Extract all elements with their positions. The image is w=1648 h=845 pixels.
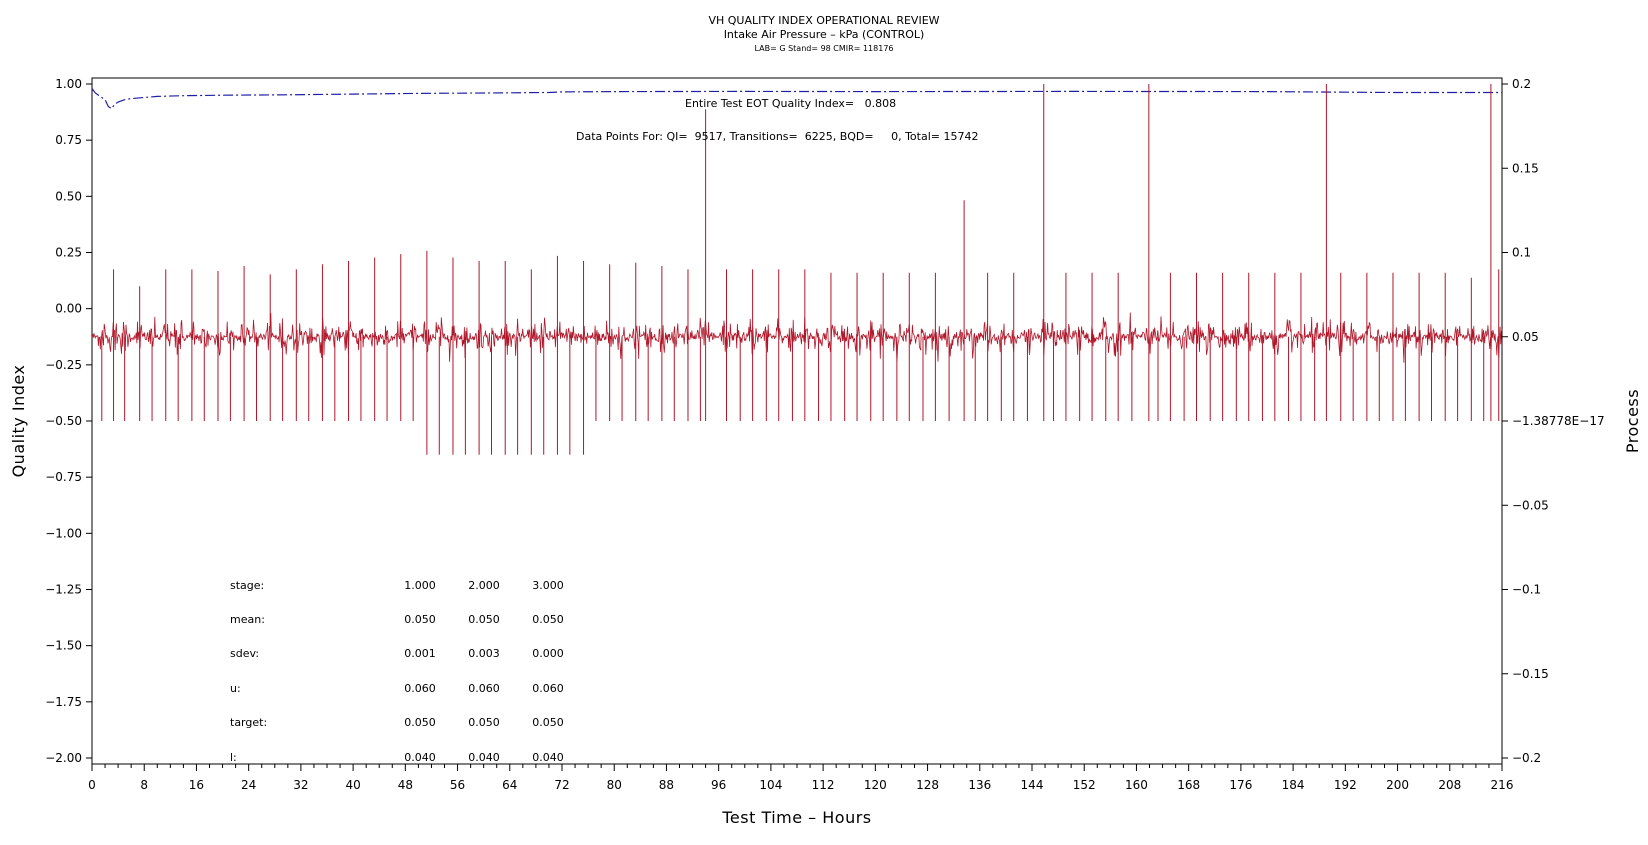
x-tick-label: 32: [293, 778, 308, 792]
chart-subtitle-2: LAB= G Stand= 98 CMIR= 118176: [754, 44, 893, 53]
stat-value: 0.060: [532, 682, 564, 695]
x-tick-label: 88: [659, 778, 674, 792]
x-tick-label: 176: [1229, 778, 1252, 792]
x-tick-label: 200: [1386, 778, 1409, 792]
x-tick-label: 16: [189, 778, 204, 792]
stat-row-label: mean:: [230, 613, 265, 626]
y-tick-label: −0.25: [45, 358, 82, 372]
stat-value: 0.050: [404, 716, 436, 729]
stat-value: 0.050: [532, 716, 564, 729]
x-tick-label: 152: [1073, 778, 1096, 792]
series-layer: [91, 84, 1503, 455]
stat-value: 0.040: [468, 751, 500, 764]
y-tick-label: −1.00: [45, 526, 82, 540]
x-tick-label: 8: [140, 778, 148, 792]
y2-tick-label: 0.15: [1512, 161, 1539, 175]
stat-value: 0.050: [468, 613, 500, 626]
x-axis: 0 8 16 24 32 40 48 56 64 72 80 88 96 104 112 120 128 136 1…: [88, 764, 1513, 792]
y-tick-label: −1.25: [45, 583, 82, 597]
y-tick-label: 0.00: [55, 302, 82, 316]
x-tick-label: 56: [450, 778, 465, 792]
y-axis-left: 1.00 0.75 0.50 0.25 0.00 −0.25 −0.50 −0.75 −1.00…: [45, 77, 92, 765]
x-tick-label: 104: [759, 778, 782, 792]
chart-title: VH QUALITY INDEX OPERATIONAL REVIEW: [708, 14, 939, 27]
stat-value: 0.050: [468, 716, 500, 729]
chart-titles: VH QUALITY INDEX OPERATIONAL REVIEW Inta…: [708, 14, 939, 53]
x-tick-label: 136: [968, 778, 991, 792]
x-tick-label: 192: [1334, 778, 1357, 792]
y2-tick-label: −0.2: [1512, 751, 1541, 765]
y-axis-right: 0.2 0.15 0.1 0.05 −1.38778E−17 −0.05 −0.1 −0.15…: [1502, 77, 1605, 765]
stat-value: 0.040: [404, 751, 436, 764]
stat-row-label: l:: [230, 751, 237, 764]
stat-value: 0.050: [532, 613, 564, 626]
y-tick-label: −1.75: [45, 695, 82, 709]
chart-subtitle: Intake Air Pressure – kPa (CONTROL): [724, 28, 925, 41]
data-points-annotation: Data Points For: QI= 9517, Transitions= …: [576, 130, 978, 143]
y2-tick-label: −1.38778E−17: [1512, 414, 1605, 428]
quality-index-line: [91, 88, 1502, 110]
y2-tick-label: −0.05: [1512, 498, 1549, 512]
y2-tick-label: 0.2: [1512, 77, 1531, 91]
x-tick-label: 184: [1282, 778, 1305, 792]
x-tick-label: 208: [1438, 778, 1461, 792]
y-tick-label: 0.75: [55, 133, 82, 147]
x-tick-label: 120: [864, 778, 887, 792]
stats-table: stage: 1.000 2.000 3.000 mean: 0.050 0.050 0.05…: [230, 579, 564, 764]
y-tick-label: 1.00: [55, 77, 82, 91]
x-tick-label: 48: [398, 778, 413, 792]
stat-value: 0.050: [404, 613, 436, 626]
stat-row-label: stage:: [230, 579, 264, 592]
x-tick-label: 216: [1491, 778, 1514, 792]
y2-tick-label: 0.1: [1512, 246, 1531, 260]
stat-value: 0.040: [532, 751, 564, 764]
x-axis-label: Test Time – Hours: [721, 808, 871, 827]
x-tick-label: 160: [1125, 778, 1148, 792]
x-tick-label: 72: [554, 778, 569, 792]
stat-value: 0.060: [404, 682, 436, 695]
stat-value: 2.000: [468, 579, 500, 592]
x-tick-label: 0: [88, 778, 96, 792]
y2-tick-label: −0.1: [1512, 583, 1541, 597]
x-tick-label: 64: [502, 778, 517, 792]
stat-value: 0.003: [468, 647, 500, 660]
y-tick-label: −0.75: [45, 470, 82, 484]
y2-axis-label: Process: [1623, 389, 1642, 453]
x-tick-label: 80: [607, 778, 622, 792]
x-tick-label: 144: [1021, 778, 1044, 792]
x-tick-label: 96: [711, 778, 726, 792]
x-tick-label: 112: [812, 778, 835, 792]
process-noise-line: [91, 312, 1503, 363]
x-tick-label: 24: [241, 778, 256, 792]
eot-quality-index-annotation: Entire Test EOT Quality Index= 0.808: [685, 97, 896, 110]
y-tick-label: −2.00: [45, 751, 82, 765]
stat-value: 0.000: [532, 647, 564, 660]
plot-frame: [91, 77, 1503, 765]
y2-tick-label: 0.05: [1512, 330, 1539, 344]
stat-value: 0.060: [468, 682, 500, 695]
stat-value: 0.001: [404, 647, 436, 660]
annotations: Entire Test EOT Quality Index= 0.808 Dat…: [576, 97, 978, 143]
stat-row-label: target:: [230, 716, 267, 729]
y-tick-label: −1.50: [45, 639, 82, 653]
stat-value: 3.000: [532, 579, 564, 592]
y-tick-label: 0.50: [55, 189, 82, 203]
x-tick-label: 40: [345, 778, 360, 792]
stat-row-label: u:: [230, 682, 241, 695]
y-tick-label: 0.25: [55, 246, 82, 260]
x-tick-label: 168: [1177, 778, 1200, 792]
y2-tick-label: −0.15: [1512, 667, 1549, 681]
stat-row-label: sdev:: [230, 647, 259, 660]
stat-value: 1.000: [404, 579, 436, 592]
y-axis-label: Quality Index: [9, 365, 28, 478]
x-tick-label: 128: [916, 778, 939, 792]
y-tick-label: −0.50: [45, 414, 82, 428]
